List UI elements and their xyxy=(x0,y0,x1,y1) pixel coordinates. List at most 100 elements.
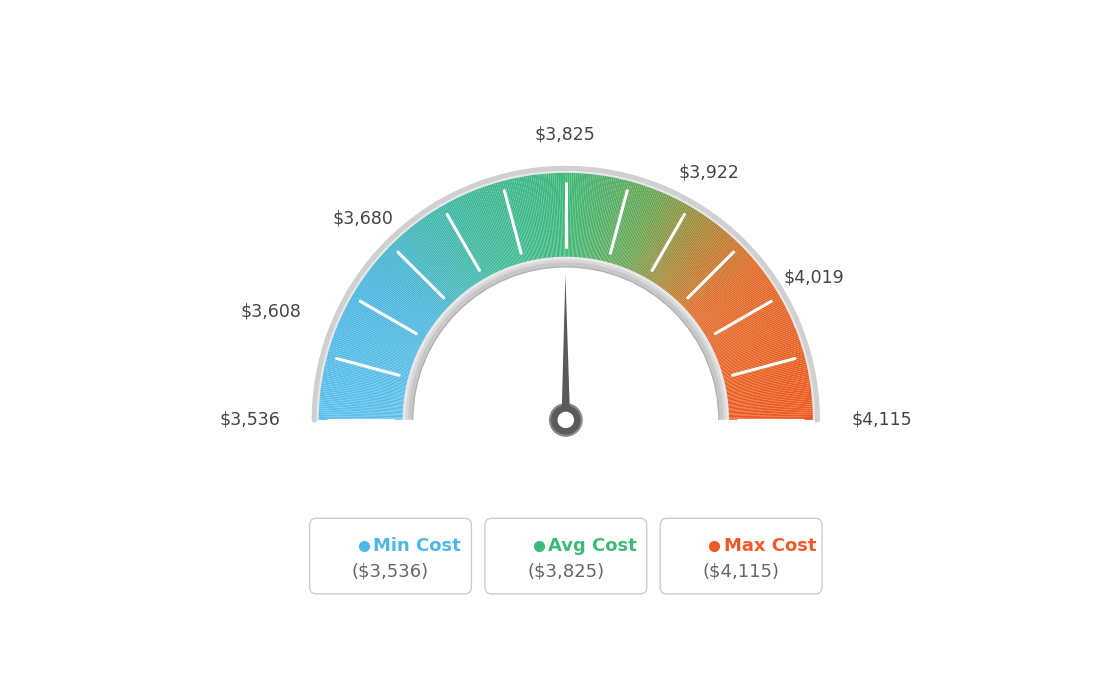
Wedge shape xyxy=(319,397,405,406)
Wedge shape xyxy=(542,172,552,259)
Wedge shape xyxy=(379,256,445,314)
Wedge shape xyxy=(692,265,761,319)
Wedge shape xyxy=(348,300,424,343)
Wedge shape xyxy=(705,295,782,339)
Wedge shape xyxy=(498,181,523,264)
Text: ($3,536): ($3,536) xyxy=(352,562,429,580)
Wedge shape xyxy=(636,196,675,275)
Wedge shape xyxy=(554,172,560,258)
Wedge shape xyxy=(322,370,407,388)
Wedge shape xyxy=(328,349,411,375)
Wedge shape xyxy=(329,345,412,373)
Wedge shape xyxy=(662,220,714,290)
Wedge shape xyxy=(428,213,477,286)
Wedge shape xyxy=(443,204,487,279)
Wedge shape xyxy=(508,178,529,263)
Wedge shape xyxy=(562,172,564,258)
Wedge shape xyxy=(721,349,804,375)
Wedge shape xyxy=(691,264,760,319)
Wedge shape xyxy=(425,215,475,287)
Wedge shape xyxy=(725,381,811,396)
Wedge shape xyxy=(724,371,809,390)
Wedge shape xyxy=(694,269,764,323)
Wedge shape xyxy=(604,179,626,263)
Wedge shape xyxy=(339,318,418,355)
Wedge shape xyxy=(708,302,785,344)
Wedge shape xyxy=(457,196,496,275)
Wedge shape xyxy=(722,355,806,378)
Wedge shape xyxy=(724,366,808,386)
Wedge shape xyxy=(645,204,689,279)
Wedge shape xyxy=(577,172,585,259)
Wedge shape xyxy=(569,172,572,258)
Wedge shape xyxy=(673,235,733,300)
Wedge shape xyxy=(352,292,427,337)
Wedge shape xyxy=(710,306,787,346)
Wedge shape xyxy=(336,325,416,359)
Wedge shape xyxy=(578,172,587,259)
Wedge shape xyxy=(321,375,406,392)
Wedge shape xyxy=(679,243,741,306)
Wedge shape xyxy=(378,257,444,315)
Wedge shape xyxy=(704,292,779,337)
Wedge shape xyxy=(623,188,656,269)
Wedge shape xyxy=(611,181,637,265)
Wedge shape xyxy=(365,273,436,325)
Wedge shape xyxy=(337,323,417,358)
Wedge shape xyxy=(726,397,813,406)
Wedge shape xyxy=(671,231,729,297)
Wedge shape xyxy=(676,238,735,302)
Wedge shape xyxy=(537,173,548,259)
Wedge shape xyxy=(689,259,756,316)
Wedge shape xyxy=(591,175,606,260)
Wedge shape xyxy=(476,188,509,269)
Wedge shape xyxy=(385,248,448,309)
Wedge shape xyxy=(725,377,810,393)
Wedge shape xyxy=(325,362,408,384)
Wedge shape xyxy=(639,199,680,276)
Wedge shape xyxy=(502,179,526,264)
Wedge shape xyxy=(601,178,622,262)
Wedge shape xyxy=(318,414,404,417)
Wedge shape xyxy=(429,211,478,285)
Wedge shape xyxy=(596,176,614,262)
Wedge shape xyxy=(682,247,745,308)
Wedge shape xyxy=(407,228,464,295)
Wedge shape xyxy=(718,336,800,366)
Wedge shape xyxy=(638,198,679,276)
Wedge shape xyxy=(719,339,802,368)
Wedge shape xyxy=(714,323,795,358)
Wedge shape xyxy=(556,172,561,258)
Wedge shape xyxy=(597,177,616,262)
Wedge shape xyxy=(318,412,404,416)
Text: Min Cost: Min Cost xyxy=(373,537,460,555)
Wedge shape xyxy=(710,307,788,348)
Wedge shape xyxy=(413,268,719,420)
Wedge shape xyxy=(405,230,461,297)
Wedge shape xyxy=(693,268,763,322)
Circle shape xyxy=(552,406,580,434)
Wedge shape xyxy=(486,184,514,267)
Wedge shape xyxy=(452,199,492,276)
Wedge shape xyxy=(340,314,420,352)
Wedge shape xyxy=(672,234,731,299)
Wedge shape xyxy=(506,179,528,263)
Wedge shape xyxy=(369,268,438,322)
Wedge shape xyxy=(708,300,784,343)
Wedge shape xyxy=(318,408,404,413)
Wedge shape xyxy=(321,373,407,391)
Wedge shape xyxy=(358,284,431,332)
Wedge shape xyxy=(690,260,757,317)
Wedge shape xyxy=(412,224,467,293)
Wedge shape xyxy=(332,334,414,365)
Wedge shape xyxy=(716,328,797,362)
Text: ($3,825): ($3,825) xyxy=(528,562,604,580)
Wedge shape xyxy=(664,223,718,292)
Wedge shape xyxy=(392,241,453,304)
Wedge shape xyxy=(720,342,802,370)
Wedge shape xyxy=(624,188,657,270)
Wedge shape xyxy=(728,399,814,407)
Wedge shape xyxy=(716,331,798,363)
Wedge shape xyxy=(481,186,512,268)
Wedge shape xyxy=(401,234,459,299)
